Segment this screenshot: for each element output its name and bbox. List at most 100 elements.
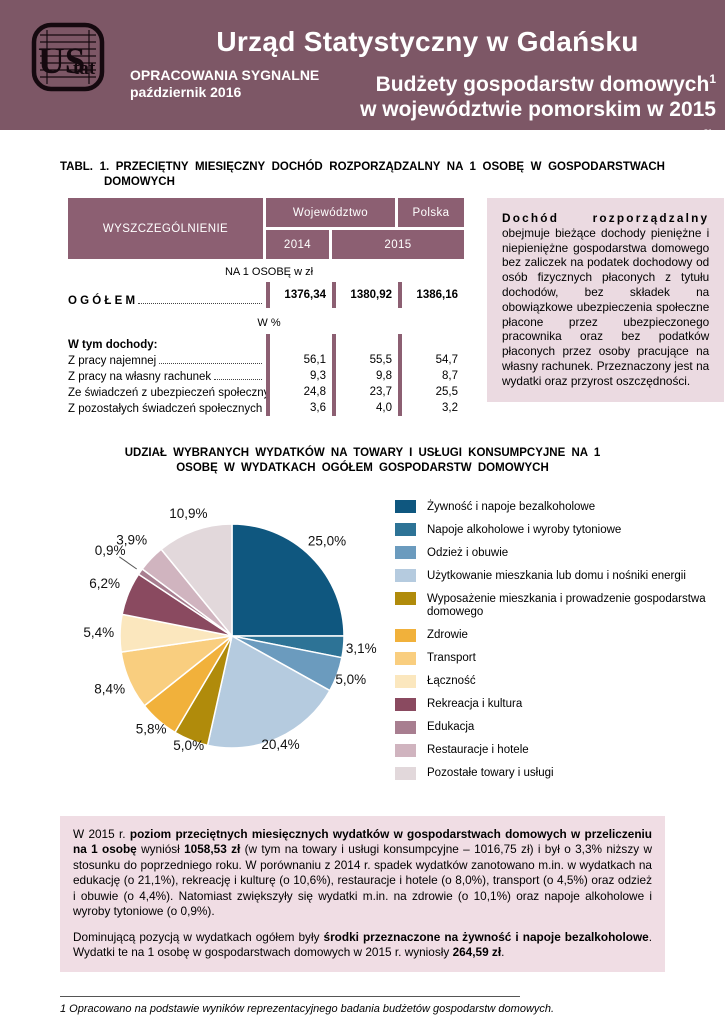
- cell-value: 54,7: [398, 352, 464, 368]
- table-section-row: W tym dochody:: [68, 334, 470, 352]
- pie-label: 8,4%: [94, 681, 125, 696]
- cell-value: 9,8: [332, 368, 398, 384]
- cell-value: 23,7: [332, 384, 398, 400]
- empty-cell: [332, 334, 398, 352]
- legend-swatch: [395, 720, 416, 734]
- svg-text:US: US: [38, 41, 85, 82]
- pie-slice-4: [206, 635, 331, 749]
- legend-label: Napoje alkoholowe i wyroby tytoniowe: [427, 523, 622, 536]
- section-label: W tym dochody:: [68, 339, 158, 351]
- empty-cell: [266, 334, 332, 352]
- cell-value: 3,2: [398, 400, 464, 416]
- report-title-line1: Budżety gospodarstw domowych1: [375, 72, 716, 96]
- pie-label: 25,0%: [308, 534, 346, 549]
- org-name: Urząd Statystyczny w Gdańsku: [216, 26, 639, 57]
- legend-item: Odzież i obuwie: [395, 546, 720, 560]
- pie-label: 3,9%: [116, 533, 147, 548]
- pie-label: 5,0%: [335, 672, 366, 687]
- cell-value: 8,7: [398, 368, 464, 384]
- empty-cell: [398, 334, 464, 352]
- footnote-marker: 1: [709, 72, 716, 86]
- legend-swatch: [395, 628, 416, 642]
- footnote: 1 Opracowano na podstawie wyników reprez…: [60, 1002, 555, 1015]
- legend-item: Napoje alkoholowe i wyroby tytoniowe: [395, 523, 720, 537]
- pie-label: 5,0%: [173, 738, 204, 753]
- col-header-wojewodztwo: Województwo: [266, 198, 395, 227]
- legend-swatch: [395, 523, 416, 536]
- table-and-definition-row: WYSZCZEGÓLNIENIE Województwo Polska 2014…: [60, 198, 725, 416]
- legend-swatch: [395, 674, 416, 688]
- legend-item: Żywność i napoje bezalkoholowe: [395, 500, 720, 514]
- cell-value: 3,6: [266, 400, 332, 416]
- row-label-cell: Ze świadczeń z ubezpieczeń społecznych: [68, 384, 266, 400]
- pie-label: 6,2%: [89, 576, 120, 591]
- report-title: Budżety gospodarstw domowych1 w wojewódz…: [358, 67, 725, 147]
- pie-label: 3,1%: [346, 641, 377, 656]
- summary-paragraph-2: Dominującą pozycją w wydatkach ogółem by…: [73, 929, 652, 960]
- legend-swatch: [395, 500, 416, 513]
- col-header-polska: Polska: [398, 198, 464, 227]
- legend-label: Użytkowanie mieszkania lub domu i nośnik…: [427, 569, 686, 582]
- row-label-cell: Z pracy na własny rachunek: [68, 368, 266, 384]
- table-percent-caption: W %: [257, 317, 281, 329]
- cell-value: 24,8: [266, 384, 332, 400]
- cell-value: 4,0: [332, 400, 398, 416]
- legend-item: Wyposażenie mieszkania i prowadzenie gos…: [395, 592, 720, 620]
- chart-legend: Żywność i napoje bezalkoholowe Napoje alk…: [395, 490, 720, 790]
- cell-value: 9,3: [266, 368, 332, 384]
- legend-label: Żywność i napoje bezalkoholowe: [427, 500, 596, 513]
- legend-swatch: [395, 592, 416, 605]
- table-row: Ze świadczeń z ubezpieczeń społecznych 2…: [68, 384, 470, 400]
- series-block: OPRACOWANIA SYGNALNE październik 2016: [130, 67, 358, 101]
- total-woj-2015: 1380,92: [332, 282, 398, 308]
- legend-swatch: [395, 569, 416, 582]
- pie-chart: 25,0% 3,1% 5,0% 20,4% 5,0% 5,8% 8,4% 5,4% 6,2% 0,…: [83, 506, 377, 753]
- series-label: OPRACOWANIA SYGNALNE: [130, 67, 320, 83]
- svg-text:tat: tat: [73, 58, 96, 79]
- cell-value: 25,5: [398, 384, 464, 400]
- total-polska: 1386,16: [398, 282, 464, 308]
- table-row: Z pracy na własny rachunek 9,3 9,8 8,7: [68, 368, 470, 384]
- legend-label: Transport: [427, 652, 476, 664]
- legend-item: Łączność: [395, 674, 720, 689]
- col-header-2015: 2015: [332, 230, 464, 259]
- pie-slice-1: [231, 523, 345, 637]
- legend-item: Transport: [395, 651, 720, 666]
- legend-label: Wyposażenie mieszkania i prowadzenie gos…: [427, 592, 706, 619]
- expenditure-chart-section: 25,0% 3,1% 5,0% 20,4% 5,0% 5,8% 8,4% 5,4% 6,2% 0,…: [60, 490, 720, 790]
- row-label: Ze świadczeń z ubezpieczeń społecznych: [68, 387, 266, 399]
- summary-paragraph-1: W 2015 r. poziom przeciętnych miesięczny…: [73, 826, 653, 919]
- row-label: Z pracy najemnej: [68, 355, 157, 367]
- document-body: TABL. 1. PRZECIĘTNY MIESIĘCZNY DOCHÓD RO…: [0, 160, 725, 1015]
- table-title: TABL. 1. PRZECIĘTNY MIESIĘCZNY DOCHÓD RO…: [60, 161, 665, 188]
- legend-item: Pozostałe towary i usługi: [395, 766, 720, 781]
- definition-box: Dochód rozporządzalnyobejmuje bieżące do…: [487, 198, 725, 402]
- legend-label: Zdrowie: [427, 629, 468, 641]
- table-row: Z pracy najemnej 56,1 55,5 54,7: [68, 352, 470, 368]
- summary-box: W 2015 r. poziom przeciętnych miesięczny…: [60, 815, 665, 972]
- row-label-cell: Z pozostałych świadczeń społecznych: [68, 400, 266, 416]
- pie-label: 10,9%: [169, 506, 207, 521]
- table-row-total: O G Ó Ł E M 1376,34 1380,92 1386,16: [68, 282, 470, 308]
- row-label: Z pracy na własny rachunek: [68, 371, 212, 383]
- legend-item: Edukacja: [395, 720, 720, 735]
- dotted-leader: [214, 379, 262, 380]
- legend-label: Edukacja: [427, 721, 475, 733]
- dotted-leader: [159, 363, 262, 364]
- cell-value: 55,5: [332, 352, 398, 368]
- footnote-rule: [60, 995, 520, 997]
- ustat-logo: US tat: [0, 0, 130, 130]
- masthead: US tat Urząd Statystyczny w Gdańsku OPRA…: [0, 0, 725, 146]
- issue-date: październik 2016: [130, 84, 242, 100]
- table-unit-caption: NA 1 OSOBĘ w zł: [224, 266, 314, 278]
- total-woj-2014: 1376,34: [266, 282, 332, 308]
- row-label-cell: W tym dochody:: [68, 334, 266, 352]
- pie-label: 20,4%: [261, 737, 299, 752]
- legend-swatch: [395, 697, 416, 711]
- legend-label: Restauracje i hotele: [427, 744, 529, 756]
- pie-leader-line: [119, 556, 137, 570]
- legend-label: Pozostałe towary i usługi: [427, 767, 554, 779]
- legend-label: Rekreacja i kultura: [427, 698, 523, 710]
- col-header-wyszczegolnienie: WYSZCZEGÓLNIENIE: [68, 198, 263, 259]
